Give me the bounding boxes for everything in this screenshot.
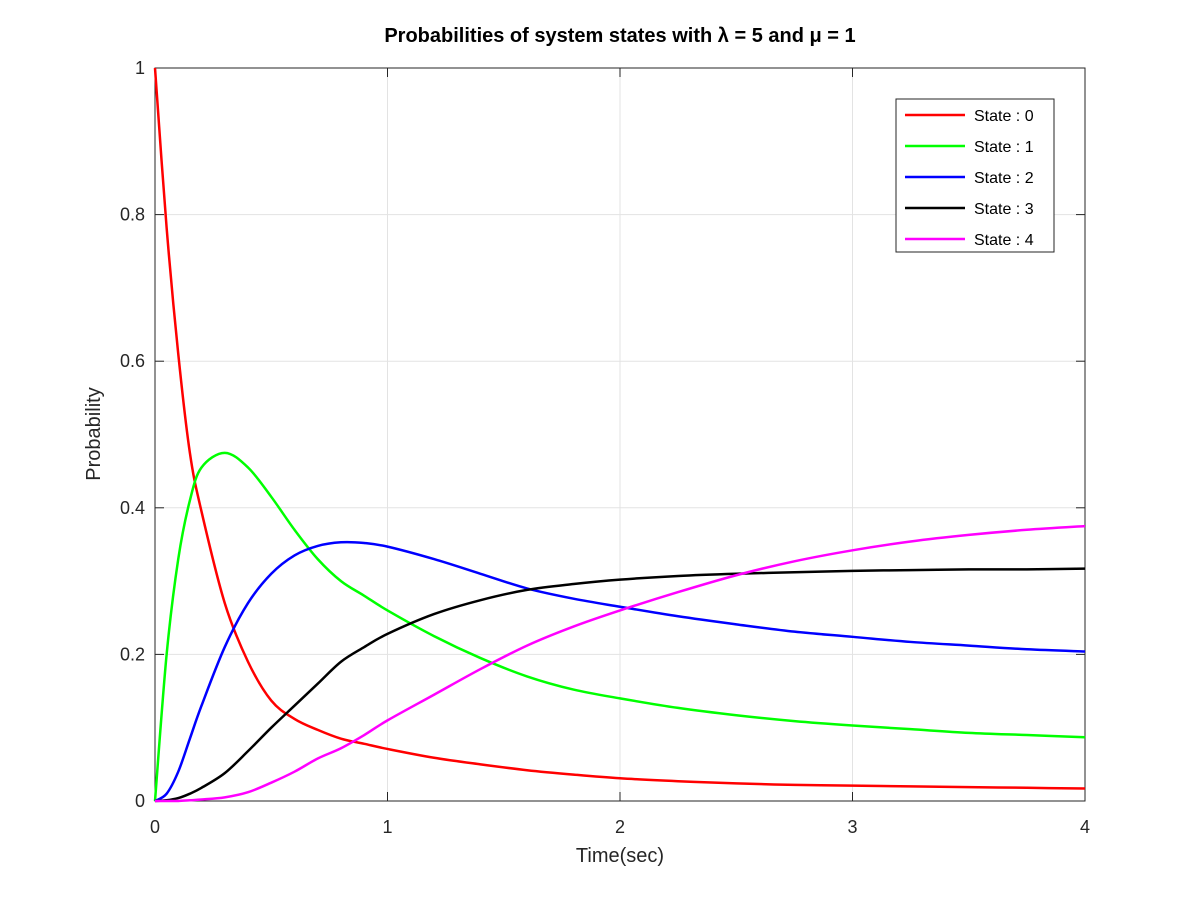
x-tick-label: 0 <box>150 817 160 837</box>
series-lines <box>153 67 1086 803</box>
x-tick-label: 4 <box>1080 817 1090 837</box>
y-tick-label: 0.4 <box>120 498 145 518</box>
legend-entry-label: State : 1 <box>974 139 1034 156</box>
y-tick-label: 0 <box>135 791 145 811</box>
legend-entry-label: State : 4 <box>974 232 1034 249</box>
series-line-state-4 <box>154 524 1086 803</box>
series-line-state-1 <box>153 451 1086 802</box>
series-line-state-3 <box>154 567 1086 803</box>
legend-entry-label: State : 2 <box>974 170 1034 187</box>
axis-ticks: 0 1 2 3 4 0 0.2 0.4 0.6 0.8 1 <box>120 58 1090 837</box>
legend-entry-label: State : 3 <box>974 201 1034 218</box>
chart-title: Probabilities of system states with λ = … <box>384 25 855 47</box>
y-tick-label: 0.6 <box>120 351 145 371</box>
y-tick-label: 0.2 <box>120 644 145 664</box>
x-axis-label: Time(sec) <box>576 845 664 867</box>
y-tick-label: 1 <box>135 58 145 78</box>
x-tick-label: 1 <box>382 817 392 837</box>
series-line-state-0 <box>153 67 1086 790</box>
y-tick-label: 0.8 <box>120 205 145 225</box>
x-tick-label: 2 <box>615 817 625 837</box>
legend-entry-label: State : 0 <box>974 108 1034 125</box>
x-tick-label: 3 <box>847 817 857 837</box>
series-line-state-2 <box>154 540 1086 803</box>
legend: State : 0 State : 1 State : 2 State : 3 Stat… <box>895 98 1055 253</box>
y-axis-label: Probability <box>83 387 105 480</box>
legend-box <box>895 98 1055 253</box>
